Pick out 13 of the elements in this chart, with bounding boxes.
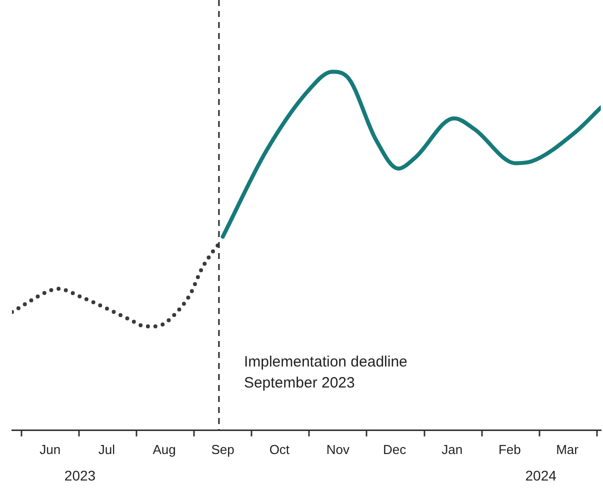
x-tick-label: Nov <box>326 442 350 457</box>
x-tick-label: Jul <box>98 442 116 457</box>
x-tick-label: Oct <box>269 442 290 457</box>
ref-line-label: Implementation deadline September 2023 <box>244 354 408 392</box>
x-tick-label: Sep <box>211 442 234 457</box>
x-tick-label: Jan <box>442 442 463 457</box>
x-tick-label: Aug <box>152 442 176 457</box>
text: 2024 <box>525 467 557 484</box>
text: 2023 <box>64 467 96 484</box>
x-tick-label: Feb <box>498 442 521 457</box>
x-tick-label: Dec <box>383 442 407 457</box>
x-tick-label: Jun <box>40 442 61 457</box>
x-tick-label: Mar <box>556 442 580 457</box>
